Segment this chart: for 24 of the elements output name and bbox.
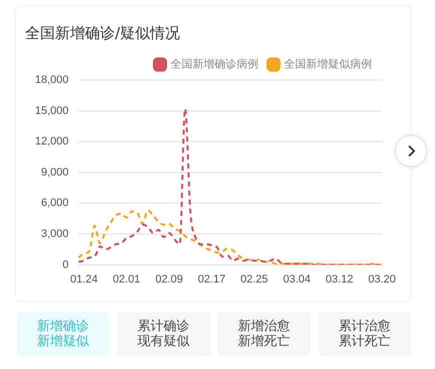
y-tick-label: 6,000: [41, 197, 69, 210]
line-series: [78, 209, 383, 265]
y-tick-label: 0: [62, 258, 69, 271]
x-tick-label: 02.25: [240, 273, 268, 286]
x-tick-label: 03.12: [326, 273, 354, 286]
y-tick-label: 12,000: [34, 136, 69, 148]
y-tick-label: 3,000: [41, 228, 69, 240]
x-tick-label: 03.20: [368, 273, 396, 286]
x-tick-label: 02.17: [198, 273, 226, 286]
y-tick-label: 18,000: [34, 74, 69, 86]
legend-label: 全国新增疑似病例: [284, 57, 372, 70]
x-tick-label: 03.04: [283, 273, 311, 286]
x-tick-label: 02.09: [155, 273, 183, 286]
y-tick-label: 9,000: [41, 166, 69, 178]
legend-label: 全国新增确诊病例: [170, 57, 258, 70]
x-tick-label: 01.24: [70, 273, 98, 286]
y-tick-label: 15,000: [34, 104, 69, 117]
text: 新增治愈新增死亡: [238, 319, 290, 349]
chart-title: 全国新增确诊/疑似情况: [25, 24, 180, 42]
line-series: [78, 108, 383, 265]
text: 累计确诊现有疑似: [137, 319, 190, 349]
text: 新增确诊新增疑似: [36, 319, 90, 349]
text: 累计治愈累计死亡: [338, 319, 391, 349]
x-tick-label: 02.01: [112, 273, 140, 286]
